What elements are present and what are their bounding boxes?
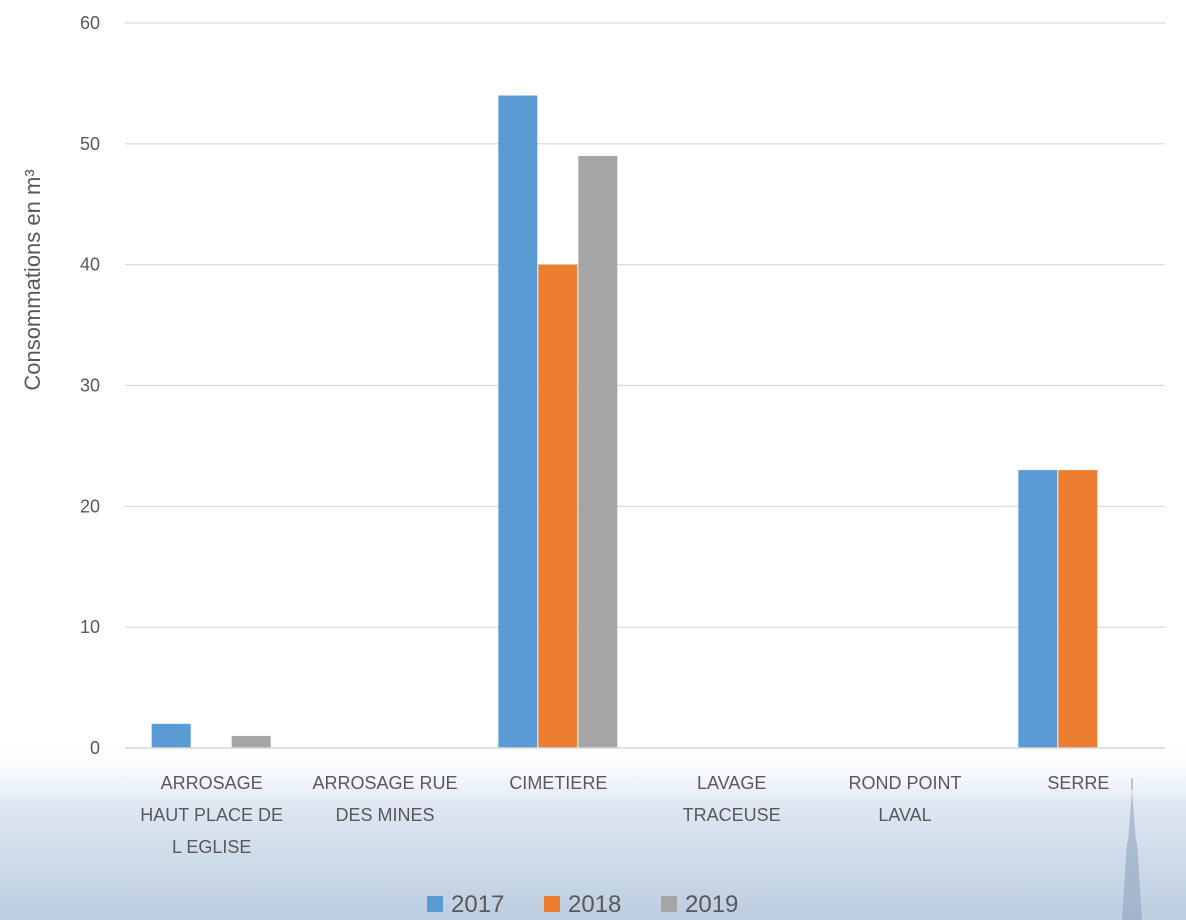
category-label-line: CIMETIERE	[509, 773, 607, 793]
category-label-line: ARROSAGE	[161, 773, 263, 793]
category-label-line: ARROSAGE RUE	[312, 773, 457, 793]
y-tick-label: 60	[80, 13, 100, 33]
category-label: ROND POINT LAVAL	[848, 773, 961, 825]
bar-2019-0	[231, 735, 271, 748]
y-tick-label: 40	[80, 255, 100, 275]
legend-swatch	[661, 896, 677, 912]
category-label-line: L EGLISE	[172, 837, 251, 857]
y-tick-label: 20	[80, 496, 100, 516]
y-axis-ticks: 0 10 20 30 40 50 60	[80, 13, 100, 758]
bar-2017-5	[1018, 470, 1058, 748]
category-label-line: LAVAGE	[697, 773, 766, 793]
category-label: LAVAGE TRACEUSE	[683, 773, 781, 825]
category-label-line: DES MINES	[335, 805, 434, 825]
category-label: ARROSAGE RUE DES MINES	[312, 773, 457, 825]
y-tick-label: 50	[80, 134, 100, 154]
legend-label: 2017	[451, 891, 504, 918]
legend-item-2017: 2017	[427, 891, 504, 918]
legend-swatch	[544, 896, 560, 912]
bar-2017-2	[498, 95, 538, 748]
category-label-line: LAVAL	[878, 805, 931, 825]
bar-2019-2	[578, 155, 618, 748]
category-label: ARROSAGE HAUT PLACE DE L EGLISE	[140, 773, 283, 857]
y-tick-label: 30	[80, 376, 100, 396]
decorative-spire	[1122, 778, 1142, 920]
x-axis-labels: ARROSAGE HAUT PLACE DE L EGLISE ARROSAGE RU…	[140, 773, 1109, 857]
legend-label: 2019	[685, 891, 738, 918]
y-tick-label: 0	[90, 738, 100, 758]
bars	[151, 95, 1098, 748]
category-label-line: ROND POINT	[848, 773, 961, 793]
bar-2017-0	[151, 723, 191, 748]
y-axis-title: Consommations en m³	[20, 169, 45, 390]
category-label-line: HAUT PLACE DE	[140, 805, 283, 825]
legend-label: 2018	[568, 891, 621, 918]
category-label-line: SERRE	[1047, 773, 1109, 793]
category-label-line: TRACEUSE	[683, 805, 781, 825]
legend-item-2018: 2018	[544, 891, 621, 918]
gridlines	[125, 22, 1165, 628]
legend-item-2019: 2019	[661, 891, 738, 918]
legend-swatch	[427, 896, 443, 912]
bar-2018-5	[1058, 470, 1098, 748]
category-label: SERRE	[1047, 773, 1109, 793]
background-gradient	[0, 740, 1186, 920]
y-tick-label: 10	[80, 617, 100, 637]
category-label: CIMETIERE	[509, 773, 607, 793]
legend: 2017 2018 2019	[427, 891, 738, 918]
bar-2018-2	[538, 264, 578, 748]
